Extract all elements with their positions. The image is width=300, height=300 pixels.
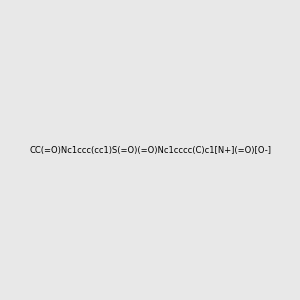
Text: CC(=O)Nc1ccc(cc1)S(=O)(=O)Nc1cccc(C)c1[N+](=O)[O-]: CC(=O)Nc1ccc(cc1)S(=O)(=O)Nc1cccc(C)c1[N… — [29, 146, 271, 154]
